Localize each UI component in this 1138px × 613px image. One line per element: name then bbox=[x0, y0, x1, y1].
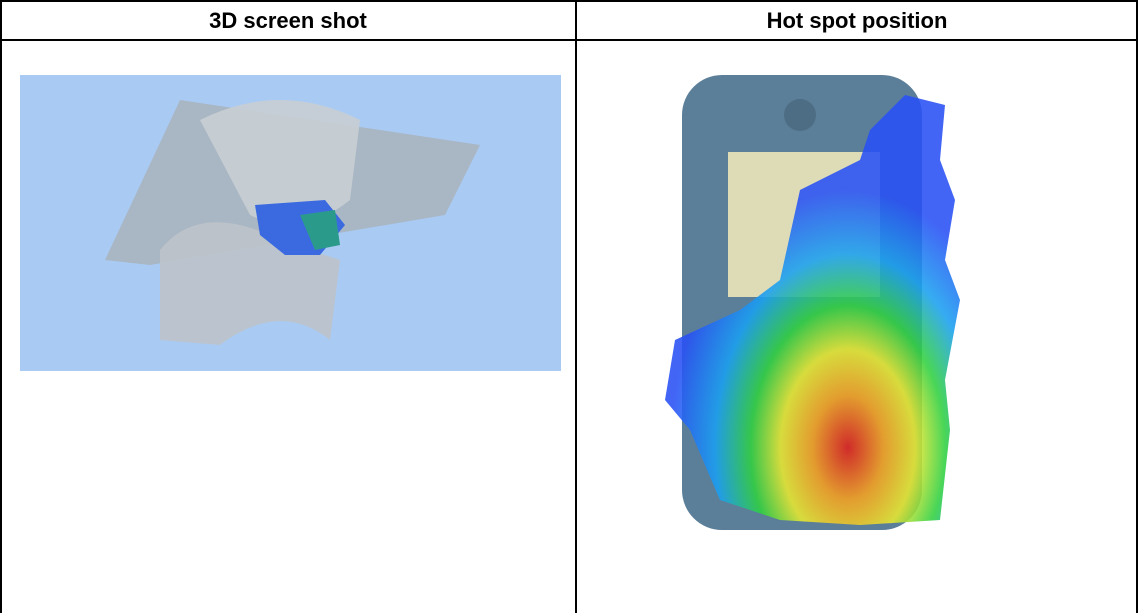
screenshot-3d bbox=[20, 75, 561, 371]
hotspot-map bbox=[665, 75, 960, 530]
header-cell: 3D screen shot bbox=[209, 8, 367, 33]
header-cell: Hot spot position bbox=[766, 8, 948, 33]
